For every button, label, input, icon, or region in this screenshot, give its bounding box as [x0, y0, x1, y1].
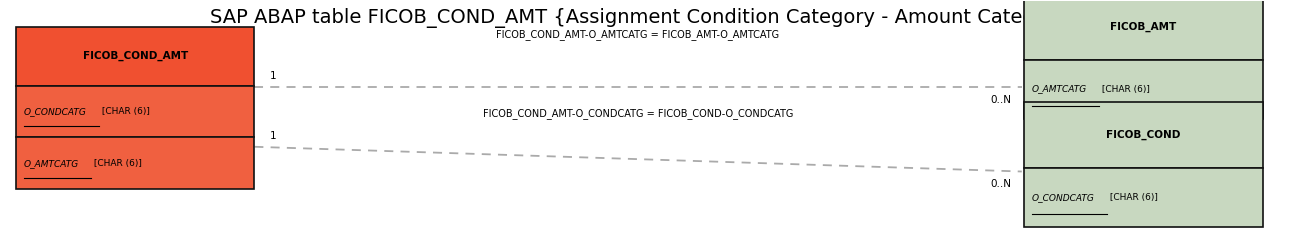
Text: O_AMTCATG: O_AMTCATG — [1032, 85, 1088, 94]
Bar — [17, 27, 254, 86]
Text: 0..N: 0..N — [990, 179, 1012, 189]
Text: FICOB_COND_AMT-O_CONDCATG = FICOB_COND-O_CONDCATG: FICOB_COND_AMT-O_CONDCATG = FICOB_COND-O… — [483, 108, 793, 118]
Text: 1: 1 — [269, 131, 276, 141]
Text: 0..N: 0..N — [990, 95, 1012, 105]
Text: SAP ABAP table FICOB_COND_AMT {Assignment Condition Category - Amount Category}: SAP ABAP table FICOB_COND_AMT {Assignmen… — [210, 8, 1079, 28]
Bar — [17, 137, 254, 189]
Text: O_AMTCATG: O_AMTCATG — [24, 159, 79, 168]
Text: O_CONDCATG: O_CONDCATG — [24, 107, 86, 116]
Text: [CHAR (6)]: [CHAR (6)] — [1100, 85, 1150, 94]
Bar — [17, 86, 254, 137]
Text: FICOB_COND_AMT: FICOB_COND_AMT — [82, 51, 188, 61]
Bar — [1025, 0, 1262, 59]
Bar — [1025, 59, 1262, 118]
Text: [CHAR (6)]: [CHAR (6)] — [98, 107, 150, 116]
Text: FICOB_COND: FICOB_COND — [1106, 130, 1181, 140]
Text: FICOB_COND_AMT-O_AMTCATG = FICOB_AMT-O_AMTCATG: FICOB_COND_AMT-O_AMTCATG = FICOB_AMT-O_A… — [496, 29, 780, 40]
Bar — [1025, 102, 1262, 168]
Text: [CHAR (6)]: [CHAR (6)] — [92, 159, 142, 168]
Text: [CHAR (6)]: [CHAR (6)] — [1107, 193, 1158, 202]
Text: 1: 1 — [269, 71, 276, 81]
Text: O_CONDCATG: O_CONDCATG — [1032, 193, 1094, 202]
Bar — [1025, 168, 1262, 227]
Text: FICOB_AMT: FICOB_AMT — [1110, 22, 1177, 32]
